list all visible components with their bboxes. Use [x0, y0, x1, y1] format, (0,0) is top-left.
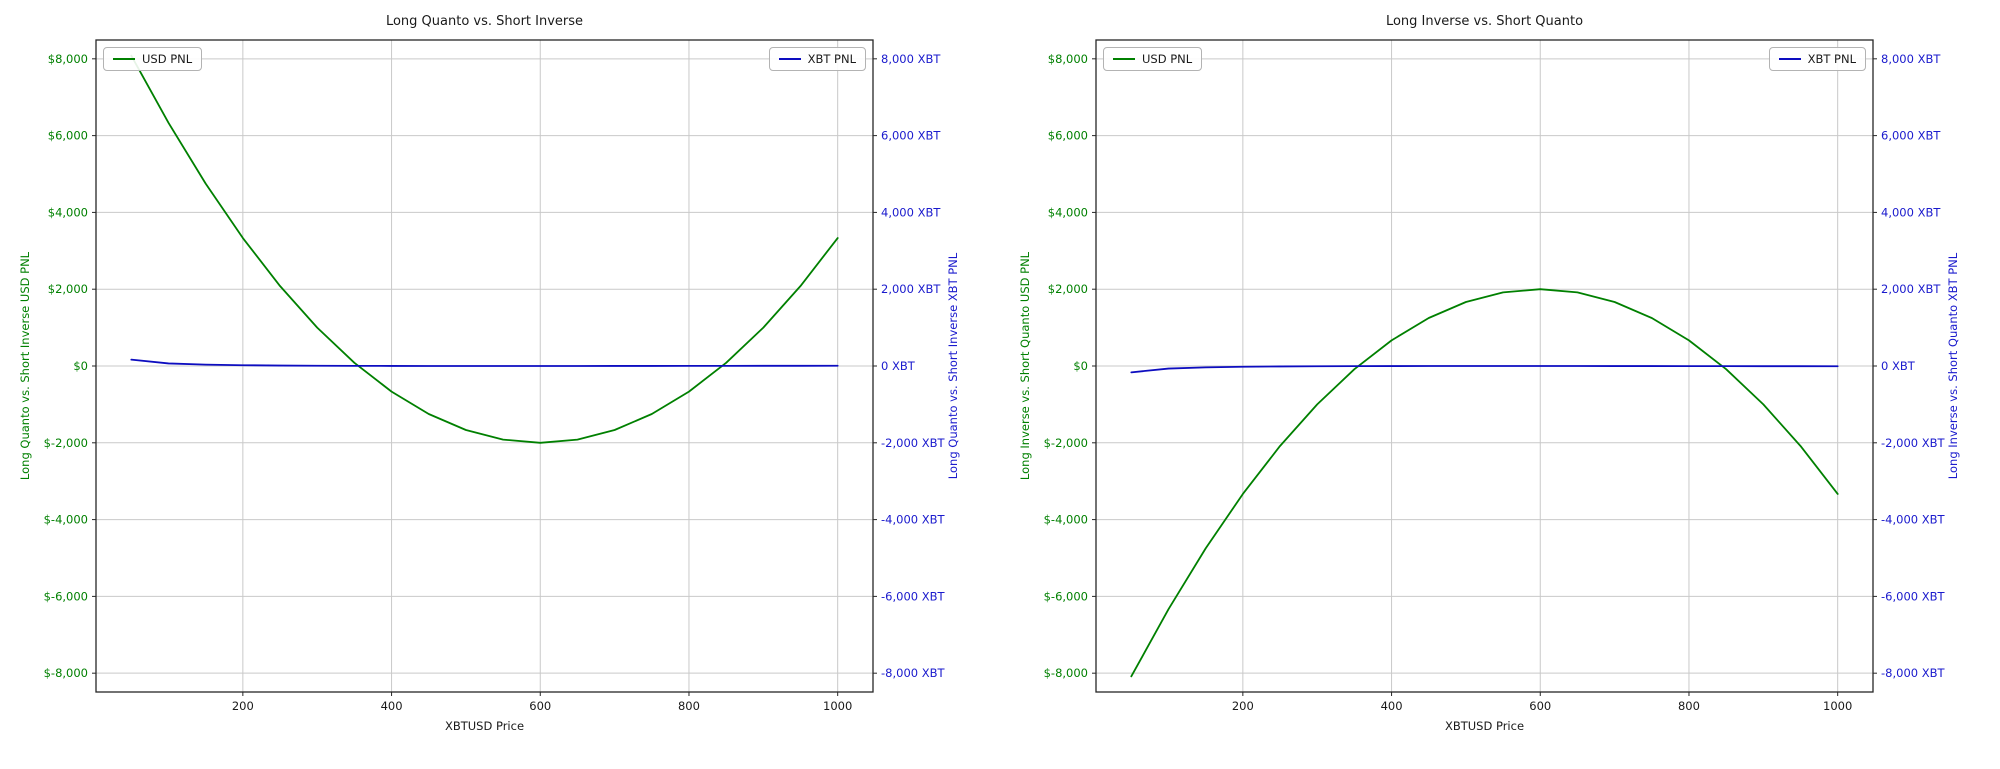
left-y-tick-label: $6,000	[48, 129, 88, 143]
x-tick-label: 200	[232, 699, 254, 713]
right-y-tick-label: -8,000 XBT	[1881, 666, 1945, 680]
left-y-tick-label: $-4,000	[44, 513, 88, 527]
left-y-tick-label: $6,000	[1048, 129, 1088, 143]
legend-label: XBT PNL	[807, 52, 856, 66]
legend-xbt-pnl: XBT PNL	[768, 47, 866, 71]
right-y-tick-label: 0 XBT	[881, 359, 916, 373]
right-y-tick-label: 8,000 XBT	[1881, 52, 1941, 66]
plot-area: 200 400 600 800 1000 $8,000 $6,000 $4,000 $2,000…	[44, 39, 945, 713]
left-y-tick-label: $-8,000	[1044, 666, 1088, 680]
chart-title: Long Quanto vs. Short Inverse	[385, 14, 584, 29]
xbt-pnl-line-swatch	[1778, 58, 1801, 60]
left-y-tick-label: $2,000	[1048, 282, 1088, 296]
right-y-tick-label: 2,000 XBT	[1881, 282, 1941, 296]
x-tick-label: 400	[381, 699, 403, 713]
left-y-tick-label: $-4,000	[1044, 513, 1088, 527]
right-y-tick-label: -2,000 XBT	[1881, 436, 1945, 450]
legend-label: USD PNL	[1142, 52, 1193, 66]
usd-pnl-line-swatch	[113, 58, 135, 60]
x-axis-label: XBTUSD Price	[444, 719, 525, 733]
left-y-tick-label: $4,000	[1048, 205, 1088, 219]
right-y-axis-label: Long Inverse vs. Short Quanto XBT PNL	[1946, 252, 1960, 480]
left-y-tick-label: $-6,000	[1044, 589, 1088, 603]
x-tick-label: 200	[1232, 699, 1254, 713]
right-y-tick-label: -2,000 XBT	[881, 436, 945, 450]
xbt-pnl-line	[130, 358, 839, 367]
x-tick-label: 600	[1529, 699, 1551, 713]
legend-xbt-pnl: XBT PNL	[1768, 47, 1866, 71]
left-y-axis-label: Long Inverse vs. Short Quanto USD PNL	[1018, 251, 1032, 481]
right-y-tick-label: 6,000 XBT	[1881, 129, 1941, 143]
left-y-axis-label: Long Quanto vs. Short Inverse USD PNL	[18, 251, 32, 481]
right-y-tick-label: 4,000 XBT	[1881, 205, 1941, 219]
left-y-tick-label: $0	[73, 359, 88, 373]
left-y-tick-label: $2,000	[48, 282, 88, 296]
right-y-axis-label: Long Quanto vs. Short Inverse XBT PNL	[946, 252, 960, 480]
legend-label: USD PNL	[142, 52, 193, 66]
usd-pnl-line	[130, 54, 839, 444]
left-y-tick-label: $-2,000	[44, 436, 88, 450]
left-y-tick-label: $8,000	[1048, 52, 1088, 66]
usd-pnl-line-swatch	[1113, 58, 1135, 60]
legend-label: XBT PNL	[1807, 52, 1856, 66]
xbt-pnl-line	[1130, 365, 1839, 374]
x-tick-label: 800	[1678, 699, 1700, 713]
right-y-tick-label: 0 XBT	[1881, 359, 1916, 373]
x-axis-label: XBTUSD Price	[1444, 719, 1525, 733]
left-y-tick-label: $4,000	[48, 205, 88, 219]
chart-long-quanto-vs-short-inverse: 200 400 600 800 1000 $8,000 $6,000 $4,000 $2,000…	[18, 14, 960, 733]
x-tick-label: 600	[529, 699, 551, 713]
plot-area: 200 400 600 800 1000 $8,000 $6,000 $4,000 $2,000…	[1044, 39, 1945, 713]
right-y-tick-label: 8,000 XBT	[881, 52, 941, 66]
usd-pnl-line	[1130, 288, 1839, 678]
chart-title: Long Inverse vs. Short Quanto	[1385, 14, 1584, 29]
x-tick-label: 800	[678, 699, 700, 713]
xbt-pnl-line-swatch	[778, 58, 801, 60]
right-y-tick-label: -4,000 XBT	[1881, 513, 1945, 527]
x-tick-label: 400	[1381, 699, 1403, 713]
legend-usd-pnl: USD PNL	[1103, 47, 1203, 71]
x-tick-label: 1000	[823, 699, 852, 713]
left-y-tick-label: $-8,000	[44, 666, 88, 680]
left-y-tick-label: $-2,000	[1044, 436, 1088, 450]
left-y-tick-label: $-6,000	[44, 589, 88, 603]
left-y-tick-label: $0	[1073, 359, 1088, 373]
right-y-tick-label: -6,000 XBT	[1881, 589, 1945, 603]
right-y-tick-label: -4,000 XBT	[881, 513, 945, 527]
right-y-tick-label: 6,000 XBT	[881, 129, 941, 143]
x-tick-label: 1000	[1823, 699, 1852, 713]
right-y-tick-label: 4,000 XBT	[881, 205, 941, 219]
legend-usd-pnl: USD PNL	[103, 47, 203, 71]
chart-long-inverse-vs-short-quanto: 200 400 600 800 1000 $8,000 $6,000 $4,000 $2,000…	[1000, 0, 2000, 769]
right-y-tick-label: -6,000 XBT	[881, 589, 945, 603]
right-y-tick-label: 2,000 XBT	[881, 282, 941, 296]
left-y-tick-label: $8,000	[48, 52, 88, 66]
right-y-tick-label: -8,000 XBT	[881, 666, 945, 680]
